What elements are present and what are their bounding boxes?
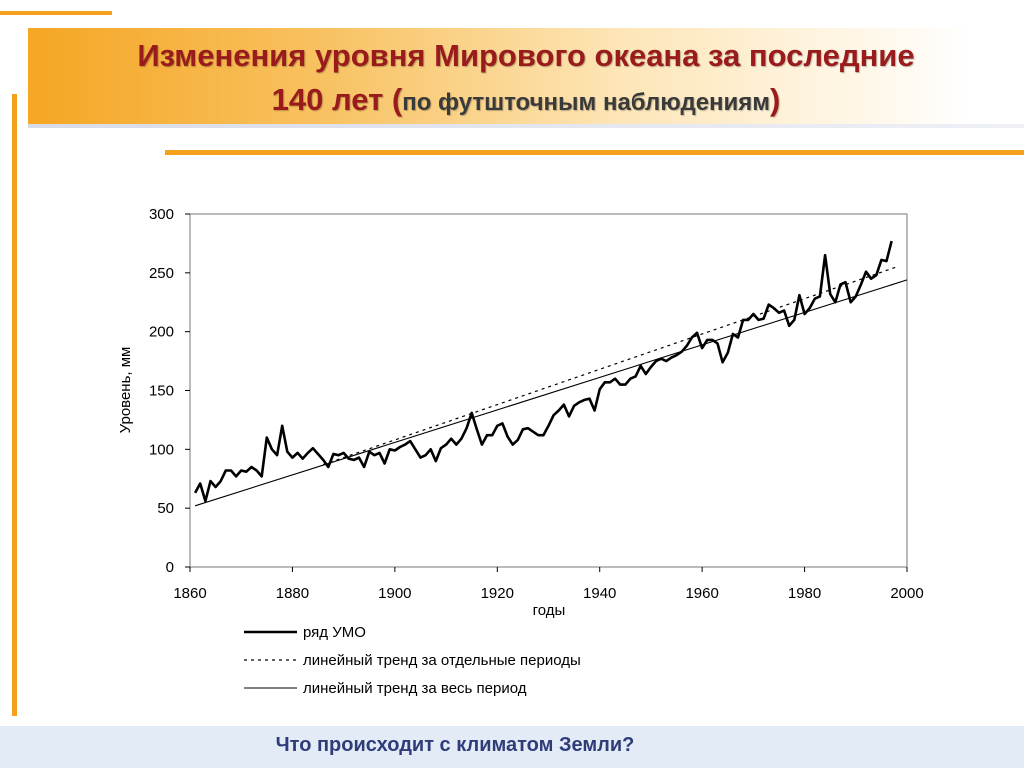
y-tick-label: 300 bbox=[149, 206, 174, 223]
y-tick-label: 250 bbox=[149, 265, 174, 282]
top-left-accent-line bbox=[0, 11, 112, 15]
x-tick-label: 1960 bbox=[685, 585, 718, 602]
left-vertical-accent-line bbox=[12, 94, 17, 716]
series-line-trend-full bbox=[194, 279, 908, 507]
legend-label-3: линейный тренд за весь период bbox=[303, 680, 527, 697]
x-tick-label: 1860 bbox=[173, 585, 206, 602]
title-paren-open: ( bbox=[391, 82, 403, 117]
title-paren-close: ) bbox=[770, 82, 781, 117]
series-line-umo bbox=[193, 240, 893, 503]
x-tick-label: 1920 bbox=[481, 585, 514, 602]
title-subtitle: по футшточным наблюдениям bbox=[402, 89, 771, 116]
x-tick-label: 1880 bbox=[276, 585, 309, 602]
title-underline-accent bbox=[165, 150, 1024, 155]
x-tick-label: 2000 bbox=[890, 585, 923, 602]
x-tick-label: 1980 bbox=[788, 585, 821, 602]
x-axis-label: годы bbox=[533, 602, 566, 619]
x-tick-label: 1900 bbox=[378, 585, 411, 602]
y-tick-label: 50 bbox=[157, 500, 174, 517]
plot-area bbox=[189, 213, 908, 568]
y-tick-label: 100 bbox=[149, 441, 174, 458]
y-tick-label: 150 bbox=[149, 383, 174, 400]
y-axis-label: Уровень, мм bbox=[117, 347, 134, 434]
legend-label-2: линейный тренд за отдельные периоды bbox=[303, 652, 581, 669]
y-tick-label: 200 bbox=[149, 324, 174, 341]
slide-title-line2: 140 лет (по футшточным наблюдениям) bbox=[28, 82, 1024, 118]
slide-title-line1: Изменения уровня Мирового океана за посл… bbox=[137, 38, 915, 73]
title-banner bbox=[28, 28, 1024, 128]
x-tick-label: 1940 bbox=[583, 585, 616, 602]
footer-caption: Что происходит с климатом Земли? bbox=[275, 734, 635, 756]
y-tick-label: 0 bbox=[166, 559, 174, 576]
legend-label-1: ряд УМО bbox=[303, 624, 366, 641]
title-years: 140 лет bbox=[271, 82, 392, 117]
footer-bar bbox=[0, 726, 1024, 768]
